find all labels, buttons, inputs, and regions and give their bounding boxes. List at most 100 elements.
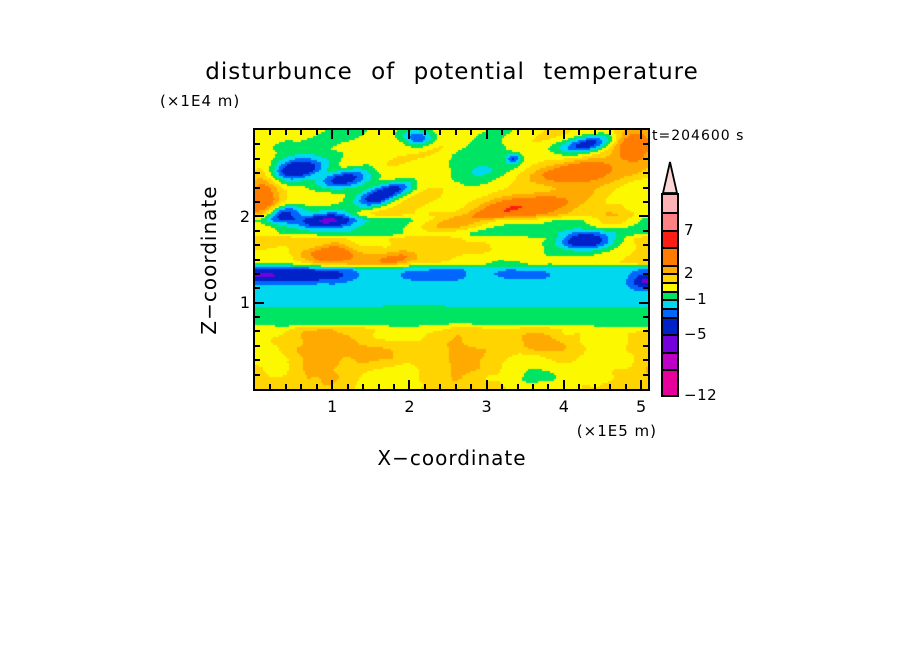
colorbar-segment	[663, 293, 677, 299]
x-minor-tick	[300, 130, 302, 135]
y-minor-tick	[255, 187, 260, 189]
y-minor-tick	[643, 330, 648, 332]
y-minor-tick	[255, 345, 260, 347]
x-minor-tick	[424, 384, 426, 389]
colorbar-segment	[663, 319, 677, 334]
y-minor-tick	[643, 359, 648, 361]
y-minor-tick	[255, 273, 260, 275]
x-major-tick	[408, 130, 410, 139]
y-minor-tick	[255, 359, 260, 361]
y-minor-tick	[255, 259, 260, 261]
x-minor-tick	[439, 130, 441, 135]
x-minor-tick	[501, 384, 503, 389]
colorbar-segment	[663, 354, 677, 369]
y-major-tick	[255, 215, 264, 217]
x-minor-tick	[347, 130, 349, 135]
x-minor-tick	[470, 130, 472, 135]
colorbar-segment	[663, 267, 677, 273]
colorbar-label: 2	[684, 264, 695, 283]
x-major-tick	[486, 130, 488, 139]
x-minor-tick	[285, 130, 287, 135]
x-minor-tick	[547, 130, 549, 135]
x-minor-tick	[532, 384, 534, 389]
y-minor-tick	[643, 158, 648, 160]
x-tick-label: 5	[635, 397, 647, 416]
chart-title: disturbunce of potential temperature	[205, 59, 699, 85]
y-minor-tick	[643, 273, 648, 275]
y-minor-tick	[255, 244, 260, 246]
y-minor-tick	[643, 230, 648, 232]
y-minor-tick	[255, 287, 260, 289]
y-minor-tick	[643, 316, 648, 318]
colorbar-label: −12	[684, 386, 718, 404]
x-minor-tick	[316, 130, 318, 135]
x-tick-label: 1	[327, 397, 338, 416]
y-minor-tick	[643, 374, 648, 376]
colorbar-segment	[663, 336, 677, 352]
colorbar-label: −5	[684, 325, 708, 344]
colorbar-overflow-tip-icon	[661, 161, 679, 194]
colorbar-segment	[663, 371, 677, 395]
colorbar-label: −1	[684, 290, 708, 309]
y-minor-tick	[643, 172, 648, 174]
x-minor-tick	[547, 384, 549, 389]
x-minor-tick	[532, 130, 534, 135]
x-minor-tick	[501, 130, 503, 135]
y-minor-tick	[643, 201, 648, 203]
y-minor-tick	[255, 374, 260, 376]
x-minor-tick	[378, 130, 380, 135]
x-minor-tick	[424, 130, 426, 135]
x-minor-tick	[594, 384, 596, 389]
time-label: t=204600 s	[652, 128, 745, 144]
x-minor-tick	[285, 384, 287, 389]
x-minor-tick	[439, 384, 441, 389]
x-major-tick	[640, 380, 642, 389]
y-major-tick	[255, 302, 264, 304]
x-minor-tick	[362, 384, 364, 389]
y-minor-tick	[255, 330, 260, 332]
x-minor-tick	[625, 384, 627, 389]
colorbar-segment	[663, 232, 677, 247]
colorbar-segment	[663, 275, 677, 282]
y-minor-tick	[643, 259, 648, 261]
colorbar-segment	[663, 310, 677, 317]
x-minor-tick	[316, 384, 318, 389]
contour-canvas	[255, 130, 648, 389]
x-minor-tick	[393, 384, 395, 389]
x-minor-tick	[300, 384, 302, 389]
x-major-tick	[640, 130, 642, 139]
x-major-tick	[331, 380, 333, 389]
y-minor-tick	[643, 143, 648, 145]
x-minor-tick	[609, 130, 611, 135]
x-minor-tick	[470, 384, 472, 389]
y-major-tick	[639, 302, 648, 304]
x-minor-tick	[578, 384, 580, 389]
y-minor-tick	[255, 172, 260, 174]
x-minor-tick	[347, 384, 349, 389]
x-minor-tick	[362, 130, 364, 135]
colorbar-label: 7	[684, 220, 695, 239]
x-tick-label: 4	[558, 397, 569, 416]
x-minor-tick	[269, 384, 271, 389]
x-major-tick	[408, 380, 410, 389]
z-axis-unit: (×1E4 m)	[160, 92, 241, 110]
x-minor-tick	[517, 384, 519, 389]
x-axis-label: X−coordinate	[377, 446, 527, 470]
x-major-tick	[563, 380, 565, 389]
x-minor-tick	[578, 130, 580, 135]
x-axis-unit: (×1E5 m)	[576, 422, 657, 440]
colorbar	[661, 193, 679, 397]
y-tick-label: 1	[239, 292, 250, 312]
y-major-tick	[639, 215, 648, 217]
x-major-tick	[331, 130, 333, 139]
y-minor-tick	[643, 187, 648, 189]
x-major-tick	[486, 380, 488, 389]
x-minor-tick	[625, 130, 627, 135]
colorbar-segment	[663, 284, 677, 291]
x-minor-tick	[609, 384, 611, 389]
y-minor-tick	[255, 230, 260, 232]
x-minor-tick	[393, 130, 395, 135]
colorbar-segment	[663, 301, 677, 308]
y-minor-tick	[643, 287, 648, 289]
